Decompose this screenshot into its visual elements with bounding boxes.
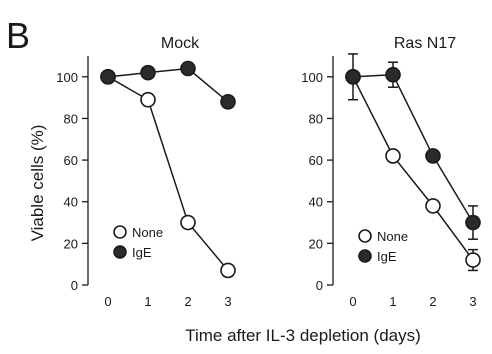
y-tick-label: 60 (64, 153, 78, 168)
data-point-none (140, 91, 156, 108)
y-tick-label: 20 (309, 236, 323, 251)
legend-label: None (377, 229, 408, 244)
data-point-none (180, 214, 196, 231)
panel-title: Ras N17 (394, 35, 456, 52)
legend-marker (113, 245, 127, 259)
data-point-ige (180, 60, 196, 77)
y-tick-label: 80 (64, 111, 78, 126)
panel-2: Ras N17 0 20 40 60 80 100 0 1 2 3 None IgE (301, 35, 481, 309)
y-tick-label: 20 (64, 236, 78, 251)
y-tick-label: 60 (309, 153, 323, 168)
data-point-ige (220, 94, 236, 110)
legend-marker (113, 225, 127, 239)
panel-title: Mock (161, 35, 200, 52)
legend-label: None (132, 225, 163, 240)
y-tick-label: 40 (309, 195, 323, 210)
x-tick-label: 1 (389, 294, 396, 309)
legend-label: IgE (377, 249, 397, 264)
x-tick-label: 3 (469, 294, 476, 309)
y-tick-label: 100 (56, 70, 78, 85)
x-tick-label: 3 (224, 294, 231, 309)
data-point-ige (140, 64, 156, 81)
x-tick-label: 1 (144, 294, 151, 309)
x-tick-label: 0 (349, 294, 356, 309)
data-point-none (425, 198, 441, 214)
series-line-none (352, 76, 474, 261)
data-point-ige (100, 69, 116, 85)
data-point-ige (345, 69, 361, 85)
data-point-ige (465, 214, 481, 231)
y-tick-label: 40 (64, 195, 78, 210)
series-line-ige (352, 73, 474, 223)
y-axis-label: Viable cells (%) (28, 125, 47, 242)
data-point-ige (425, 148, 441, 164)
legend-marker (358, 229, 372, 243)
data-point-none (220, 262, 236, 279)
series-line-ige (107, 67, 229, 103)
data-point-none (385, 148, 401, 164)
series-line-none (107, 76, 229, 271)
legend-marker (358, 249, 372, 263)
data-point-none (465, 252, 481, 268)
legend-label: IgE (132, 245, 152, 260)
x-axis-label: Time after IL-3 depletion (days) (185, 326, 421, 345)
y-tick-label: 80 (309, 111, 323, 126)
y-tick-label: 0 (316, 278, 323, 293)
x-tick-label: 0 (104, 294, 111, 309)
x-tick-label: 2 (429, 294, 436, 309)
x-tick-label: 2 (184, 294, 191, 309)
panel-1: Mock 0 20 40 60 80 100 0 1 2 3 None IgE (56, 35, 236, 309)
panel-letter: B (6, 15, 30, 56)
data-point-ige (385, 66, 401, 83)
y-tick-label: 0 (71, 278, 78, 293)
y-tick-label: 100 (301, 70, 323, 85)
